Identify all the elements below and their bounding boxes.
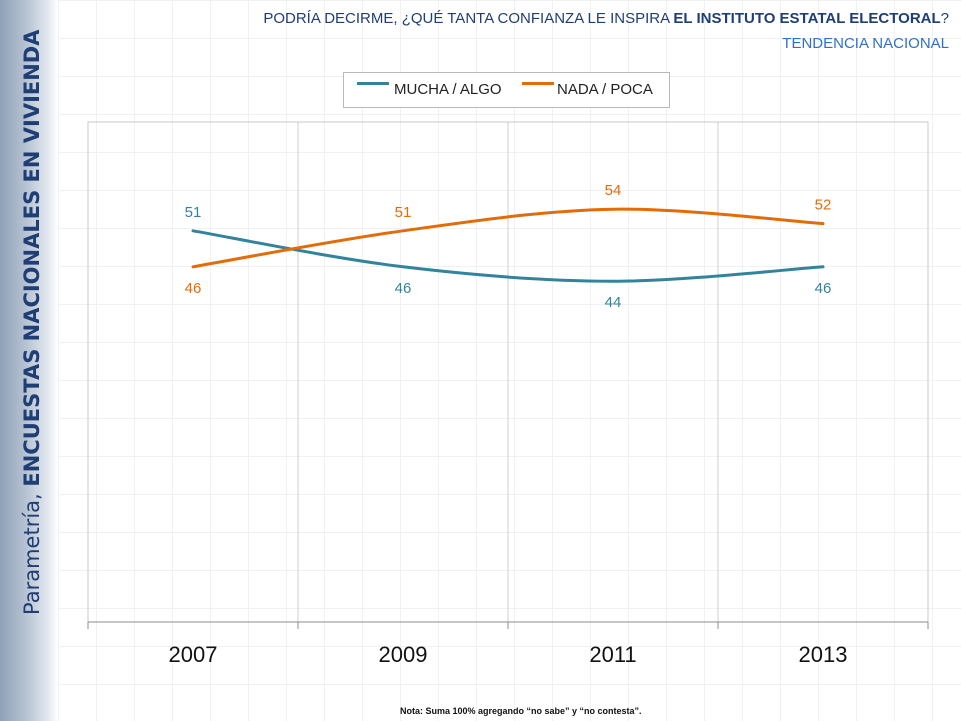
data-label: 44 [605, 294, 622, 311]
data-label: 46 [185, 280, 202, 297]
question-prefix: PODRÍA DECIRME, ¿QUÉ TANTA CONFIANZA LE … [263, 10, 674, 27]
data-label: 52 [815, 197, 832, 214]
chart-subtitle: TENDENCIA NACIONAL [782, 35, 949, 52]
legend-label-mucha: MUCHA / ALGO [394, 81, 502, 98]
data-label: 51 [185, 204, 202, 221]
data-label: 51 [395, 204, 412, 221]
x-tick-label: 2011 [589, 642, 636, 667]
chart-question: PODRÍA DECIRME, ¿QUÉ TANTA CONFIANZA LE … [263, 10, 949, 27]
legend-label-nada: NADA / POCA [557, 81, 653, 98]
x-tick-label: 2013 [799, 642, 848, 667]
footnote: Nota: Suma 100% agregando “no sabe” y “n… [400, 706, 642, 716]
background-watermark [58, 0, 961, 721]
chart-legend: MUCHA / ALGO NADA / POCA [343, 72, 670, 108]
question-bold: EL INSTITUTO ESTATAL ELECTORAL [673, 10, 941, 27]
series-line-nada-poca [191, 207, 825, 269]
legend-swatch-nada [522, 82, 554, 85]
data-label: 54 [605, 182, 622, 199]
side-band [0, 0, 58, 721]
legend-swatch-mucha [357, 82, 389, 85]
x-tick-label: 2009 [379, 642, 428, 667]
data-label: 46 [815, 280, 832, 297]
series-line-mucha-algo [191, 229, 825, 283]
x-tick-label: 2007 [169, 642, 218, 667]
question-suffix: ? [940, 10, 949, 27]
data-label: 46 [395, 280, 412, 297]
